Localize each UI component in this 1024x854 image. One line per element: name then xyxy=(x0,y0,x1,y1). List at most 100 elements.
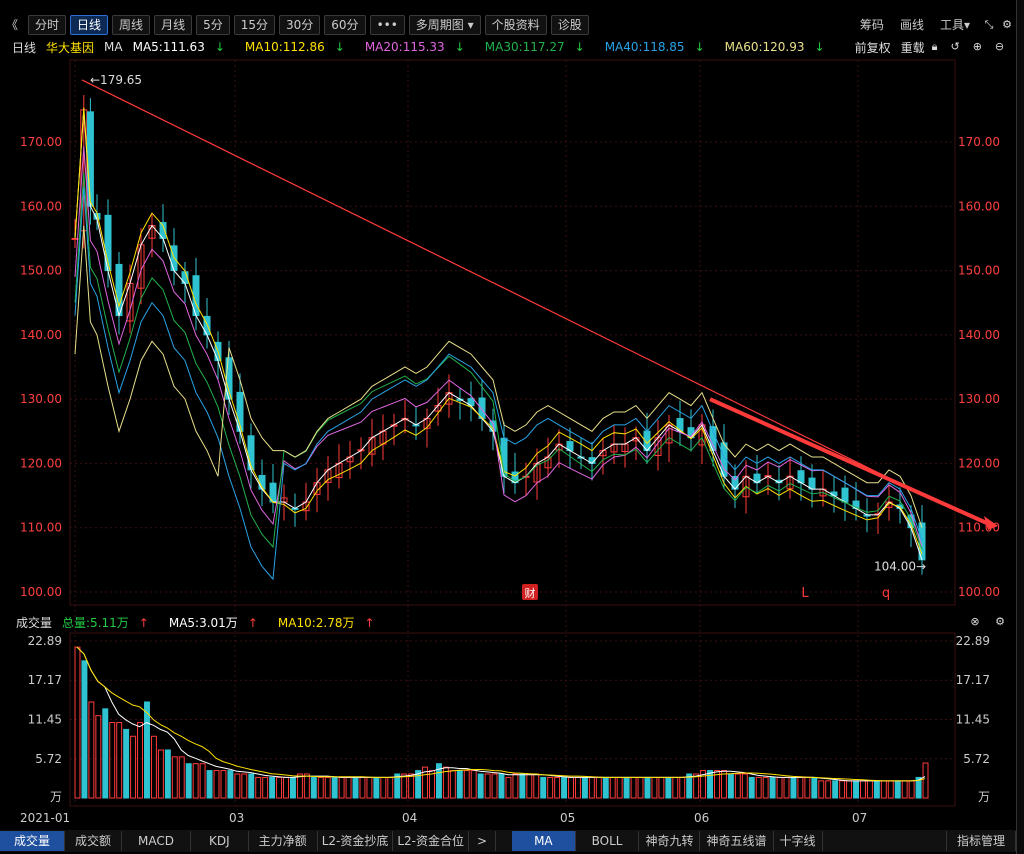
price-axis-label-right: 130.00 xyxy=(958,392,1000,406)
top-toolbar: 《 分时 日线 周线 月线 5分 15分 30分 60分 ••• 多周期图 ▾ … xyxy=(0,14,1016,36)
volume-bar xyxy=(435,763,442,799)
volume-title: 成交量 xyxy=(16,615,53,630)
period-tab-5[interactable]: 5分 xyxy=(196,15,230,35)
stock-info-button[interactable]: 个股资料 xyxy=(484,15,547,35)
volume-bar xyxy=(449,770,456,799)
volume-bar xyxy=(762,776,769,799)
zoom-out-icon[interactable]: ⊖ xyxy=(994,40,1005,53)
volume-bar xyxy=(776,776,783,799)
volume-bar xyxy=(81,660,88,799)
reload-button[interactable]: 重载 xyxy=(900,40,925,55)
nav-back-button[interactable]: 《 xyxy=(6,18,19,32)
volume-bar xyxy=(602,776,609,799)
ma5-line xyxy=(74,109,923,561)
tab-crosshair[interactable]: 十字线 xyxy=(774,831,823,851)
month-label: 2021-01 xyxy=(20,811,70,825)
volume-total-text: 总量:5.11万 xyxy=(62,615,129,630)
indicator-tab-bar: 成交量 成交额 MACD KDJ 主力净额 L2-资金抄底 L2-资金合位 > … xyxy=(0,830,1016,852)
ma40-line xyxy=(74,186,923,581)
volume-ma5-line xyxy=(76,646,926,782)
tab-turnover[interactable]: 成交额 xyxy=(65,831,123,851)
ma40-value: MA40:118.85 ↓ xyxy=(605,40,715,54)
arrow-down-icon: ↓ xyxy=(334,40,345,54)
period-tab-6[interactable]: 15分 xyxy=(233,15,275,35)
volume-bar xyxy=(248,773,255,799)
tab-scroll-right[interactable]: > xyxy=(469,831,497,851)
tab-l2-bottom[interactable]: L2-资金抄底 xyxy=(318,831,394,851)
volume-bar xyxy=(408,773,415,799)
volume-bar xyxy=(88,701,95,799)
settings-icon[interactable]: ⚙ xyxy=(995,615,1005,628)
period-tab-7[interactable]: 30分 xyxy=(279,15,321,35)
volume-bar xyxy=(658,776,665,799)
ma5-text: MA5:111.63 xyxy=(132,40,205,54)
adjust-fq-button[interactable]: 前复权 xyxy=(854,40,891,55)
volume-bar xyxy=(192,763,199,799)
ma60-line xyxy=(74,225,923,528)
tab-kdj[interactable]: KDJ xyxy=(191,831,249,851)
candlestick-chart[interactable]: 170.00 170.00 160.00 160.00 150.00 150.00 140.… xyxy=(0,0,1016,830)
ma-label[interactable]: MA xyxy=(104,40,123,54)
volume-total: 总量:5.11万 ↑ xyxy=(62,614,159,631)
volume-axis-label-right: 22.89 xyxy=(956,634,990,648)
arrow-down-icon: ↓ xyxy=(814,40,825,54)
draw-line-button[interactable]: 画线 xyxy=(899,18,924,32)
tab-l2-position[interactable]: L2-资金合位 xyxy=(393,831,469,851)
volume-axis-label-left: 22.89 xyxy=(28,634,62,648)
more-button[interactable]: ••• xyxy=(369,15,405,35)
tab-ma[interactable]: MA xyxy=(512,831,576,851)
tab-main-net[interactable]: 主力净额 xyxy=(249,831,318,851)
multi-period-dropdown[interactable]: 多周期图 ▾ xyxy=(408,15,481,35)
volume-bar xyxy=(505,776,512,799)
tab-magic-five[interactable]: 神奇五线谱 xyxy=(700,831,774,851)
chips-button[interactable]: 筹码 xyxy=(859,18,884,32)
volume-bar xyxy=(123,728,130,799)
tools-button[interactable]: 工具▾ xyxy=(934,16,976,34)
ma60-text: MA60:120.93 xyxy=(724,40,805,54)
tab-volume[interactable]: 成交量 xyxy=(0,831,66,851)
arrow-down-icon: ↓ xyxy=(454,40,465,54)
period-label: 日线 xyxy=(12,40,37,55)
volume-bar xyxy=(415,770,422,799)
price-axis-label-right: 100.00 xyxy=(958,585,1000,599)
diagnose-button[interactable]: 诊股 xyxy=(550,15,589,35)
volume-bar xyxy=(595,776,602,799)
volume-bar xyxy=(276,776,283,799)
indicator-manage-button[interactable]: 指标管理 xyxy=(945,831,1016,851)
month-label: 07 xyxy=(852,811,867,825)
volume-bar xyxy=(533,773,540,799)
arrow-down-icon: ↓ xyxy=(574,40,585,54)
volume-bar xyxy=(150,735,157,799)
zoom-in-icon[interactable]: ⊕ xyxy=(972,40,982,53)
tab-boll[interactable]: BOLL xyxy=(576,831,640,851)
tab-magic-nine[interactable]: 神奇九转 xyxy=(639,831,701,851)
volume-bar xyxy=(373,776,380,799)
volume-bar xyxy=(734,773,741,799)
volume-bar xyxy=(839,780,846,799)
ma20-text: MA20:115.33 xyxy=(364,40,445,54)
lock-icon[interactable]: 🔒︎ xyxy=(931,40,938,53)
tab-macd[interactable]: MACD xyxy=(122,831,192,851)
period-tab-1[interactable]: 分时 xyxy=(28,15,67,35)
volume-bar xyxy=(171,756,178,799)
settings-icon[interactable]: ⚙ xyxy=(1002,18,1012,31)
finance-marker: 财 xyxy=(525,586,536,600)
close-icon[interactable]: ⊗ xyxy=(970,615,980,628)
volume-ma10: MA10:2.78万 ↑ xyxy=(278,614,385,631)
undo-icon[interactable]: ↺ xyxy=(950,40,960,53)
month-label: 03 xyxy=(229,811,244,825)
ma20-value: MA20:115.33 ↓ xyxy=(365,40,475,54)
period-tab-daily[interactable]: 日线 xyxy=(70,15,109,35)
volume-bar xyxy=(109,722,116,799)
period-tab-8[interactable]: 60分 xyxy=(324,15,366,35)
price-axis-label-left: 160.00 xyxy=(20,199,62,213)
arrow-down-icon: ↓ xyxy=(694,40,705,54)
period-tab-4[interactable]: 月线 xyxy=(154,15,193,35)
volume-bar xyxy=(289,776,296,799)
expand-icon[interactable]: ⤡ xyxy=(984,18,994,31)
volume-bar xyxy=(394,773,401,799)
period-tab-3[interactable]: 周线 xyxy=(112,15,151,35)
volume-bar xyxy=(693,773,700,799)
volume-bar xyxy=(227,770,234,799)
price-axis-label-left: 120.00 xyxy=(20,456,62,470)
